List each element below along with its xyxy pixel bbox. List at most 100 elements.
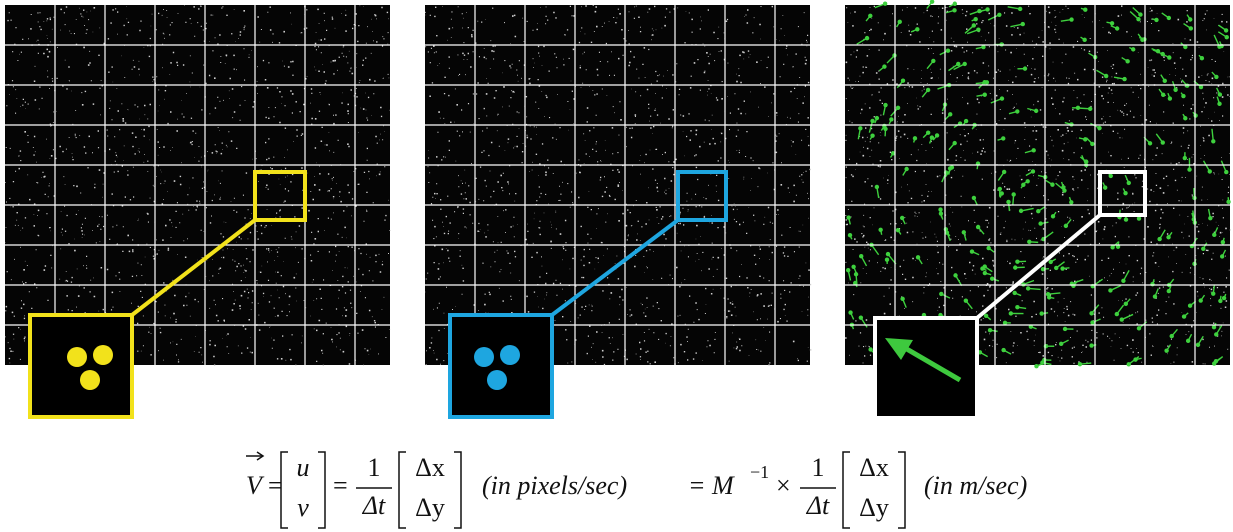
vector-head xyxy=(988,328,992,332)
vector-head xyxy=(1054,266,1058,270)
vector-head xyxy=(1090,142,1094,146)
vector-head xyxy=(1218,299,1222,303)
vector-head xyxy=(916,255,920,259)
vector-head xyxy=(962,230,966,234)
vector-head xyxy=(926,88,930,92)
vector-head xyxy=(1199,298,1203,302)
vector-head xyxy=(1167,55,1171,59)
vector-head xyxy=(848,310,852,314)
vector-head xyxy=(896,228,900,232)
vector-head xyxy=(1034,109,1038,113)
particle-dot xyxy=(93,345,113,365)
units-meters: (in m/sec) xyxy=(924,471,1027,500)
vector-head xyxy=(931,59,935,63)
vector-head xyxy=(1181,94,1185,98)
vector-head xyxy=(1153,294,1157,298)
vector-head xyxy=(1021,22,1025,26)
vector-head xyxy=(930,135,934,139)
vector-head xyxy=(896,106,900,110)
vector-head xyxy=(1187,167,1191,171)
particle-dot xyxy=(80,370,100,390)
vector-head xyxy=(953,273,957,277)
inset xyxy=(875,318,977,418)
vector-head xyxy=(1167,289,1171,293)
vector-head xyxy=(1193,113,1197,117)
vector-head xyxy=(983,271,987,275)
vector-head xyxy=(944,227,948,231)
vector-head xyxy=(889,117,893,121)
vector-head xyxy=(883,103,887,107)
vector-head xyxy=(1063,327,1067,331)
vector-head xyxy=(1124,302,1128,306)
vector-head xyxy=(1131,47,1135,51)
piv-diagram: V = u v = 1 Δt Δx Δy (in pixels/sec) = M… xyxy=(0,0,1233,532)
vector-head xyxy=(1137,326,1141,330)
vector-head xyxy=(1121,279,1125,283)
vector-head xyxy=(1078,362,1082,366)
vector-head xyxy=(1069,17,1073,21)
vector-head xyxy=(1188,17,1192,21)
vector-head xyxy=(1001,136,1005,140)
vector-head xyxy=(986,246,990,250)
piv-image xyxy=(5,5,390,365)
vector-head xyxy=(985,80,989,84)
vector-head xyxy=(1214,75,1218,79)
v-component: v xyxy=(297,493,309,522)
vector-head xyxy=(1097,126,1101,130)
vector-head xyxy=(1164,348,1168,352)
particle-dot xyxy=(474,347,494,367)
vector-head xyxy=(1136,17,1140,21)
vector-head xyxy=(900,216,904,220)
vector-head xyxy=(1042,358,1046,362)
vector-head xyxy=(1006,200,1010,204)
vector-head xyxy=(1212,325,1216,329)
vector-head xyxy=(935,133,939,137)
vector-head xyxy=(1031,148,1035,152)
vector-head xyxy=(1083,7,1087,11)
vector-head xyxy=(985,7,989,11)
vector-head xyxy=(1103,185,1107,189)
vector-head xyxy=(1015,109,1019,113)
vector-head xyxy=(1083,137,1087,141)
vector-head xyxy=(848,233,852,237)
vector-head xyxy=(1122,77,1126,81)
vector-head xyxy=(1140,38,1144,42)
vector-head xyxy=(976,225,980,229)
delta-y: Δy xyxy=(859,493,889,522)
vector-head xyxy=(898,20,902,24)
vector-head xyxy=(1127,362,1131,366)
vector-head xyxy=(1218,92,1222,96)
vector-head xyxy=(970,249,974,253)
particle-dot xyxy=(500,345,520,365)
vector-head xyxy=(915,27,919,31)
vector-head xyxy=(1049,260,1053,264)
vector-head xyxy=(875,185,879,189)
vector-head xyxy=(1110,21,1114,25)
vector-head xyxy=(859,254,863,258)
vector-head xyxy=(952,141,956,145)
vector-head xyxy=(1224,170,1228,174)
vector-head xyxy=(964,119,968,123)
vector-head xyxy=(1123,191,1127,195)
vector-head xyxy=(885,257,889,261)
vector-head xyxy=(1163,79,1167,83)
vector-head xyxy=(1051,214,1055,218)
vector-head xyxy=(1196,343,1200,347)
vector-head xyxy=(938,207,942,211)
vector-head xyxy=(1050,182,1054,186)
vector-head xyxy=(846,268,850,272)
vector-head xyxy=(900,297,904,301)
vector-head xyxy=(973,17,977,21)
particle-dot xyxy=(487,370,507,390)
vector-head xyxy=(1168,96,1172,100)
vector-head xyxy=(990,276,994,280)
vector-head xyxy=(1222,296,1226,300)
vector-head xyxy=(983,93,987,97)
vector-head xyxy=(1034,364,1038,368)
vector-head xyxy=(1000,96,1004,100)
vector-head xyxy=(1182,314,1186,318)
vector-head xyxy=(1090,320,1094,324)
vector-head xyxy=(1015,259,1019,263)
vector-head xyxy=(976,27,980,31)
vector-head xyxy=(846,215,850,219)
